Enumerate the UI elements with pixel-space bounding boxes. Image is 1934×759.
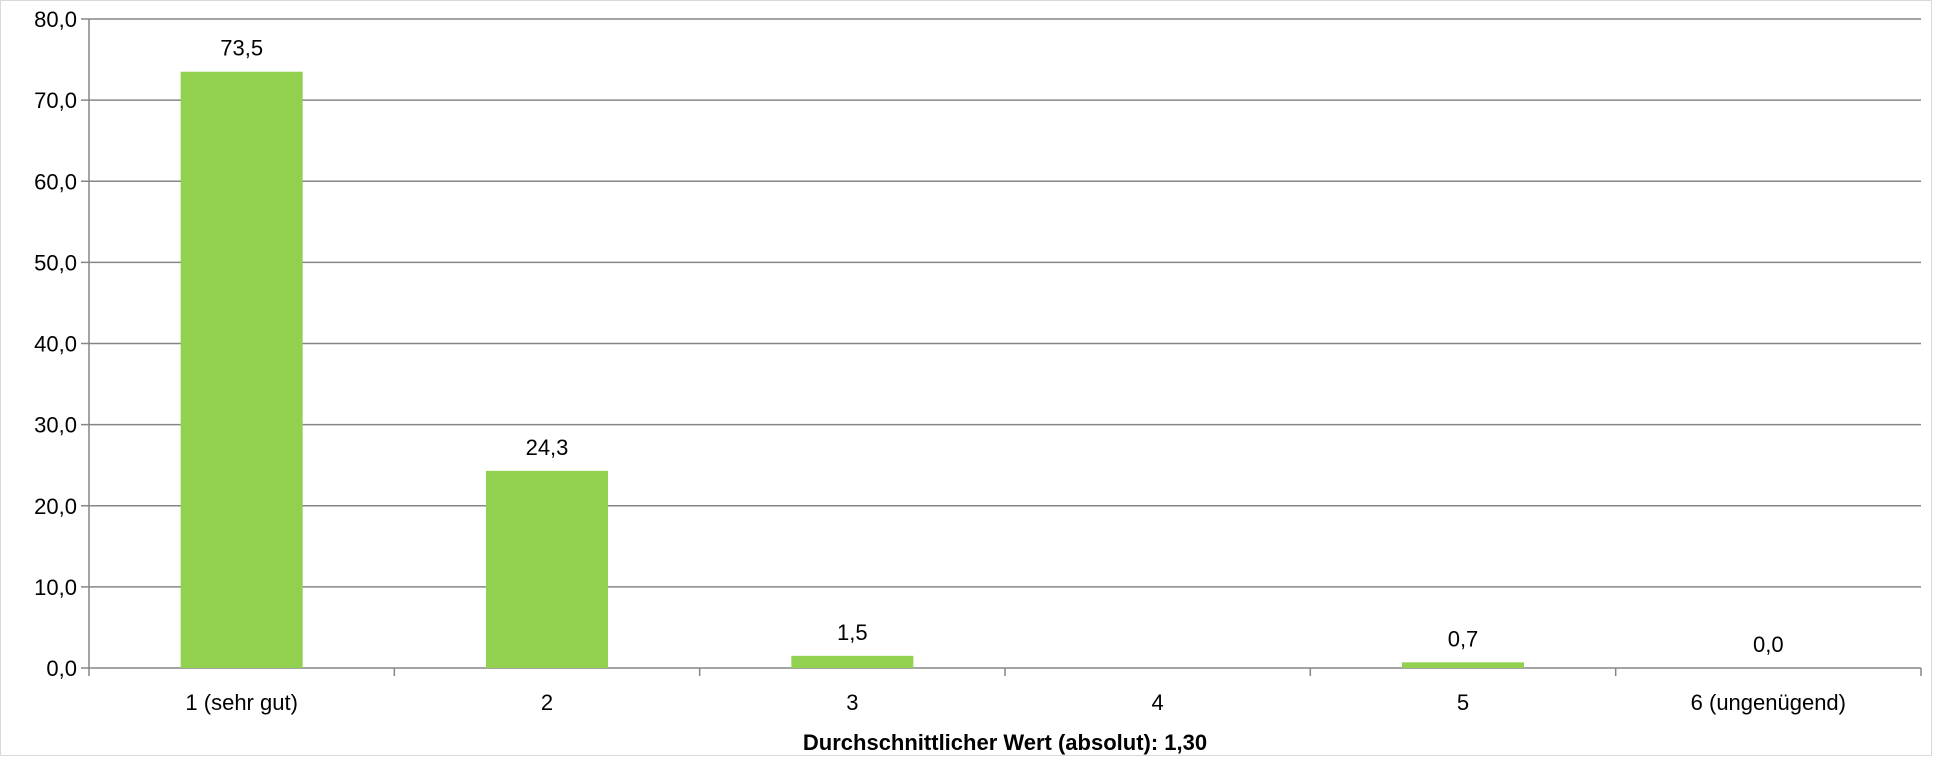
bar: [1402, 662, 1524, 668]
gridlines: [89, 18, 1921, 588]
y-tick-labels: 0,0 10,0 20,0 30,0 40,0 50,0 60,0 70,0 80,0: [34, 7, 77, 681]
bar: [791, 655, 914, 668]
x-tick-label: 4: [1152, 690, 1164, 715]
y-tick-label: 40,0: [34, 332, 77, 357]
y-tick-label: 20,0: [34, 494, 77, 519]
bar-value-label: 73,5: [220, 36, 263, 61]
y-tick-label: 70,0: [34, 88, 77, 113]
x-tick-label: 5: [1457, 690, 1469, 715]
x-tick-label: 3: [846, 690, 858, 715]
bar-value-label: 0,0: [1753, 632, 1784, 657]
bars: [180, 71, 1524, 668]
x-tick-label: 2: [541, 690, 553, 715]
y-tick-label: 0,0: [46, 656, 77, 681]
bar: [180, 71, 303, 668]
y-tick-label: 30,0: [34, 413, 77, 438]
bar: [486, 470, 608, 668]
x-tick-labels: 1 (sehr gut) 2 3 4 5 6 (ungenügend): [185, 690, 1846, 715]
y-tick-label: 10,0: [34, 575, 77, 600]
x-axis-title: Durchschnittlicher Wert (absolut): 1,30: [803, 730, 1207, 755]
bar-value-label: 0,7: [1448, 626, 1479, 651]
y-tick-label: 80,0: [34, 7, 77, 32]
y-tick-label: 50,0: [34, 250, 77, 275]
x-tick-label: 6 (ungenügend): [1691, 690, 1846, 715]
x-tick-label: 1 (sehr gut): [185, 690, 298, 715]
bar-value-label: 1,5: [837, 620, 868, 645]
axes: [81, 18, 1922, 676]
bar-value-label: 24,3: [526, 435, 569, 460]
y-tick-label: 60,0: [34, 169, 77, 194]
data-labels: 73,5 24,3 1,5 0,7 0,0: [220, 36, 1783, 657]
